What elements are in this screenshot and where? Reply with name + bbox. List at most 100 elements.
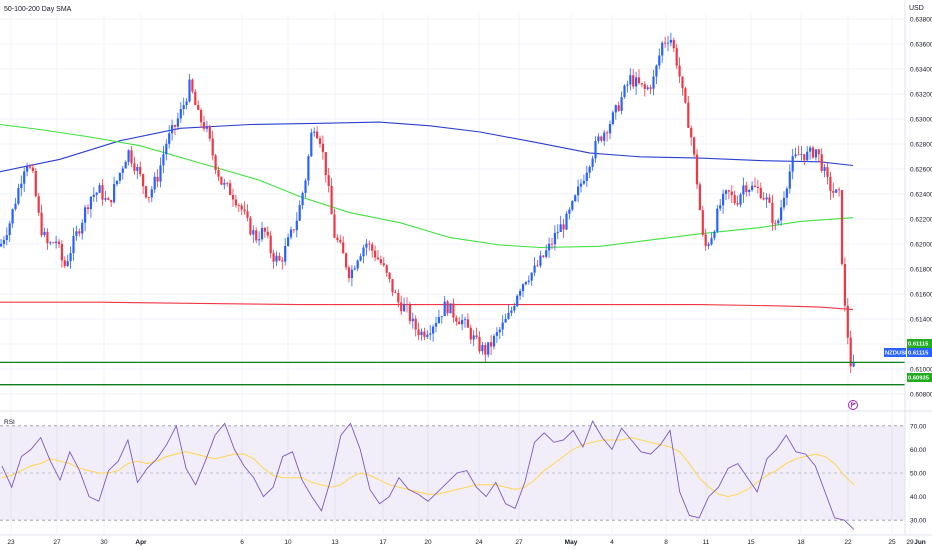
candle-body bbox=[345, 253, 348, 268]
candle bbox=[66, 254, 69, 268]
candle bbox=[623, 84, 626, 99]
candle-body bbox=[31, 167, 34, 171]
candle bbox=[606, 130, 609, 142]
candle bbox=[840, 189, 844, 266]
candle bbox=[382, 257, 385, 267]
candle-body bbox=[571, 201, 574, 210]
candle bbox=[504, 313, 507, 323]
candle-body bbox=[249, 217, 252, 235]
candle-body bbox=[559, 224, 562, 232]
candle-body bbox=[849, 337, 852, 367]
candle bbox=[243, 201, 246, 215]
candle bbox=[37, 193, 40, 216]
price-tag: 0.61115 bbox=[907, 339, 932, 348]
candle-body bbox=[487, 342, 490, 355]
candle-body bbox=[437, 317, 440, 324]
time-tick-label: 6 bbox=[240, 539, 244, 546]
candle-body bbox=[524, 281, 527, 285]
candle-body bbox=[330, 185, 333, 215]
price-axis[interactable]: 0.63800 0.63600 0.63400 0.63200 0.63000 0.628… bbox=[884, 0, 932, 535]
candle bbox=[57, 238, 61, 248]
candle-body bbox=[359, 256, 362, 261]
candle-body bbox=[597, 136, 600, 142]
candle bbox=[153, 172, 156, 193]
candle-body bbox=[472, 335, 475, 340]
candle bbox=[92, 187, 95, 202]
candle bbox=[835, 189, 838, 194]
candle bbox=[411, 312, 414, 329]
candle bbox=[121, 165, 124, 180]
candle bbox=[150, 186, 153, 203]
candle bbox=[695, 149, 699, 190]
candle bbox=[727, 189, 730, 200]
candle-body bbox=[780, 207, 783, 221]
candle-body bbox=[582, 180, 585, 184]
candle bbox=[84, 205, 87, 232]
candle bbox=[307, 154, 310, 186]
candle bbox=[394, 289, 397, 294]
time-tick-label: 11 bbox=[703, 539, 710, 546]
candle bbox=[46, 228, 49, 250]
candle bbox=[440, 316, 443, 324]
candle-body bbox=[57, 241, 61, 245]
candle bbox=[417, 322, 420, 341]
candle bbox=[539, 250, 542, 268]
candle bbox=[597, 133, 600, 144]
candle bbox=[26, 162, 29, 177]
candle bbox=[611, 110, 614, 126]
candle bbox=[223, 178, 226, 190]
candle bbox=[823, 163, 826, 178]
candle bbox=[745, 181, 748, 197]
candle-body bbox=[742, 185, 745, 195]
candle bbox=[768, 193, 771, 204]
candle-body bbox=[356, 260, 359, 269]
candle bbox=[751, 181, 754, 192]
price-tick-label: 0.61000 bbox=[910, 367, 932, 374]
sma-100-line bbox=[0, 123, 854, 249]
price-tag-bg bbox=[907, 348, 932, 357]
candle-body bbox=[519, 291, 522, 296]
candle bbox=[339, 234, 342, 244]
candle-body bbox=[144, 186, 148, 198]
candle-body bbox=[243, 209, 246, 212]
candle-body bbox=[475, 335, 478, 337]
candle-body bbox=[287, 237, 290, 246]
candle bbox=[200, 108, 203, 128]
candle-body bbox=[113, 184, 116, 203]
candle-body bbox=[115, 180, 119, 185]
candle bbox=[40, 204, 43, 238]
candle-body bbox=[588, 166, 591, 173]
candle-body bbox=[568, 209, 571, 214]
candle bbox=[809, 145, 812, 160]
candle bbox=[246, 204, 249, 222]
candle-body bbox=[838, 189, 841, 191]
price-tag-bg bbox=[907, 339, 932, 348]
candle-body bbox=[11, 209, 14, 224]
candle bbox=[342, 236, 345, 254]
time-tick-label: 20 bbox=[424, 539, 432, 546]
candle-body bbox=[298, 205, 301, 221]
candle-body bbox=[664, 42, 667, 44]
candle-body bbox=[307, 156, 310, 181]
candle bbox=[156, 169, 159, 188]
candle-body bbox=[681, 76, 684, 89]
flag-icon[interactable] bbox=[848, 400, 858, 410]
candle bbox=[614, 104, 617, 120]
candle-body bbox=[695, 154, 699, 185]
candle bbox=[49, 241, 52, 246]
candle-body bbox=[782, 197, 786, 208]
rsi-tick-label: 60.00 bbox=[910, 447, 927, 454]
candle bbox=[60, 240, 63, 268]
candle-body bbox=[521, 284, 525, 292]
candle-body bbox=[698, 184, 701, 211]
price-tick-label: 0.62800 bbox=[910, 142, 932, 149]
candle bbox=[72, 227, 75, 261]
candle bbox=[577, 179, 580, 203]
candle-body bbox=[130, 150, 133, 164]
candle-body bbox=[719, 205, 722, 209]
candle-body bbox=[321, 143, 324, 153]
candle-body bbox=[121, 168, 124, 173]
time-axis[interactable]: 23 27 30 Apr 6 10 13 17 20 24 27 May 4 8 11 15 18 22 25 29 J… bbox=[0, 534, 932, 546]
candle-body bbox=[649, 87, 652, 89]
